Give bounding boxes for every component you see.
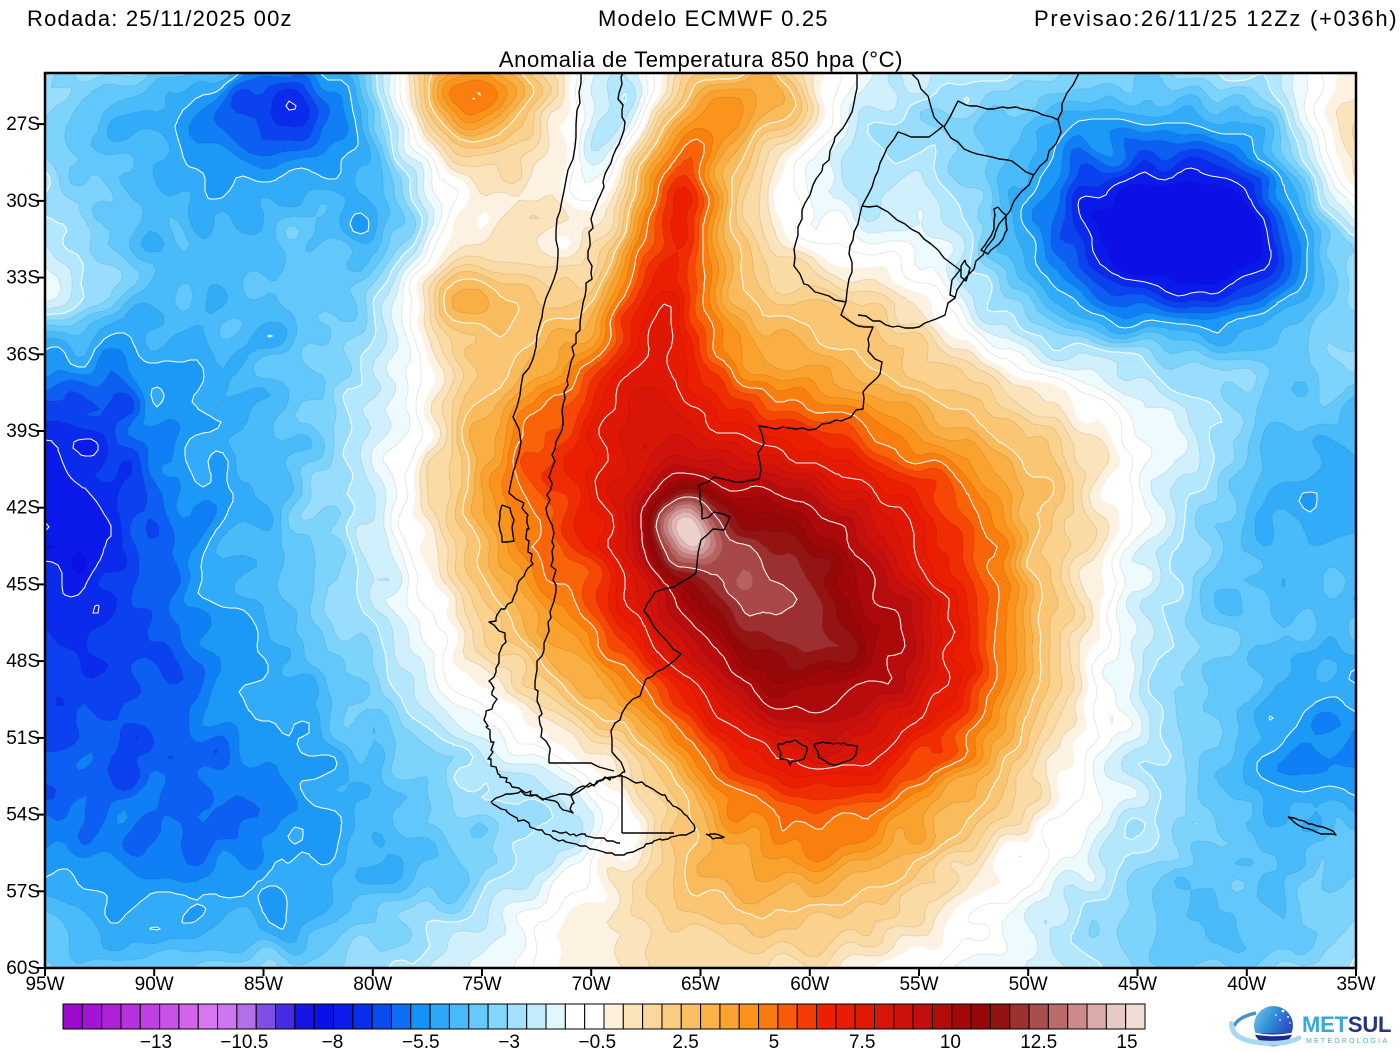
svg-text:Anomalia de Temperatura 850 hp: Anomalia de Temperatura 850 hpa (°C) <box>499 47 903 72</box>
svg-text:2.5: 2.5 <box>672 1032 698 1052</box>
svg-text:42S: 42S <box>6 498 40 519</box>
svg-text:60S: 60S <box>6 958 40 979</box>
svg-text:48S: 48S <box>6 651 40 672</box>
svg-text:−13: −13 <box>140 1032 172 1052</box>
svg-text:5: 5 <box>769 1032 780 1052</box>
svg-text:−10.5: −10.5 <box>220 1032 268 1052</box>
svg-text:95W: 95W <box>25 974 64 995</box>
svg-text:90W: 90W <box>135 974 174 995</box>
svg-text:54S: 54S <box>6 805 40 826</box>
svg-text:30S: 30S <box>6 191 40 212</box>
svg-text:70W: 70W <box>572 974 611 995</box>
svg-text:Modelo ECMWF 0.25: Modelo ECMWF 0.25 <box>598 6 829 31</box>
svg-text:40W: 40W <box>1227 974 1266 995</box>
svg-text:−5.5: −5.5 <box>402 1032 440 1052</box>
svg-text:12.5: 12.5 <box>1020 1032 1057 1052</box>
svg-text:45W: 45W <box>1118 974 1157 995</box>
svg-text:85W: 85W <box>244 974 283 995</box>
svg-text:7.5: 7.5 <box>849 1032 875 1052</box>
svg-text:15: 15 <box>1116 1032 1137 1052</box>
svg-text:80W: 80W <box>353 974 392 995</box>
svg-text:55W: 55W <box>899 974 938 995</box>
svg-text:Rodada: 25/11/2025 00z: Rodada: 25/11/2025 00z <box>27 6 293 31</box>
svg-text:−3: −3 <box>498 1032 520 1052</box>
svg-text:27S: 27S <box>6 114 40 135</box>
svg-text:65W: 65W <box>681 974 720 995</box>
svg-text:−8: −8 <box>322 1032 344 1052</box>
svg-text:50W: 50W <box>1009 974 1048 995</box>
svg-text:METEOROLOGIA: METEOROLOGIA <box>1306 1038 1389 1045</box>
svg-text:39S: 39S <box>6 421 40 442</box>
svg-text:Previsao:26/11/25 12Zz (+036h): Previsao:26/11/25 12Zz (+036h) <box>1034 6 1398 31</box>
svg-text:60W: 60W <box>790 974 829 995</box>
svg-text:45S: 45S <box>6 574 40 595</box>
svg-text:36S: 36S <box>6 344 40 365</box>
svg-text:10: 10 <box>940 1032 961 1052</box>
svg-text:35W: 35W <box>1336 974 1375 995</box>
svg-text:51S: 51S <box>6 728 40 749</box>
svg-text:METSUL: METSUL <box>1302 1012 1391 1037</box>
svg-text:75W: 75W <box>462 974 501 995</box>
svg-text:57S: 57S <box>6 881 40 902</box>
svg-text:−0.5: −0.5 <box>579 1032 617 1052</box>
svg-text:33S: 33S <box>6 268 40 289</box>
